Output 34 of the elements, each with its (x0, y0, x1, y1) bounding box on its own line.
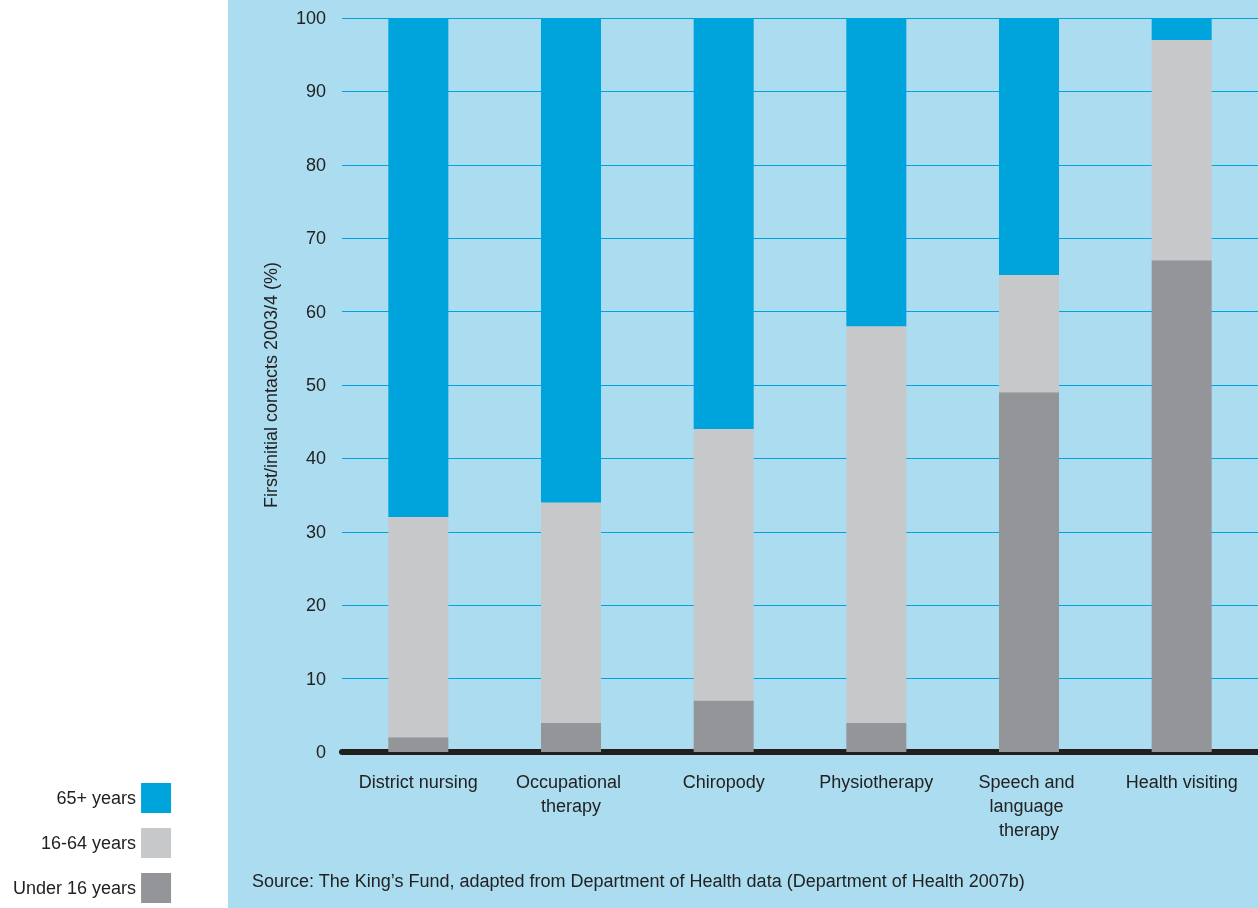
y-tick-label: 70 (305, 228, 326, 249)
y-tick-label: 10 (305, 668, 326, 689)
y-tick-label: 40 (305, 448, 326, 469)
y-tick-label: 80 (305, 154, 326, 175)
legend-label: 16-64 years (41, 833, 137, 853)
bar (846, 326, 907, 723)
bar (388, 737, 449, 752)
legend-label: Under 16 years (12, 878, 137, 898)
bar (1151, 260, 1212, 752)
y-tick-label: 20 (305, 595, 326, 616)
x-tick-label: Speech and language therapy (978, 772, 1080, 840)
bar (541, 722, 601, 752)
y-tick-label: 100 (295, 8, 326, 28)
bar (846, 722, 907, 752)
y-tick-label: 30 (305, 521, 326, 542)
y-tick-label: 0 (315, 742, 326, 762)
bar (999, 392, 1059, 752)
y-axis-title: First/initial contacts 2003/4 (%) (261, 261, 281, 509)
bar (541, 502, 601, 723)
x-tick-label: Health visiting (1125, 772, 1238, 792)
x-tick-label: Physiotherapy (819, 772, 934, 792)
y-tick-label: 60 (305, 301, 326, 322)
legend-label: 65+ years (56, 788, 137, 808)
source-note: Source: The King’s Fund, adapted from Department of Health data (Department of Health 2007b) (252, 871, 1025, 891)
x-tick-label: District nursing (358, 772, 478, 792)
bar (1151, 40, 1212, 261)
x-tick-label: Chiropody (682, 772, 765, 792)
x-tick-label: Occupational therapy (515, 772, 627, 816)
y-tick-label: 90 (305, 81, 326, 102)
y-tick-label: 50 (305, 375, 326, 395)
bar (388, 517, 449, 738)
bar (693, 429, 754, 701)
bar (693, 700, 754, 752)
bar (999, 274, 1059, 393)
